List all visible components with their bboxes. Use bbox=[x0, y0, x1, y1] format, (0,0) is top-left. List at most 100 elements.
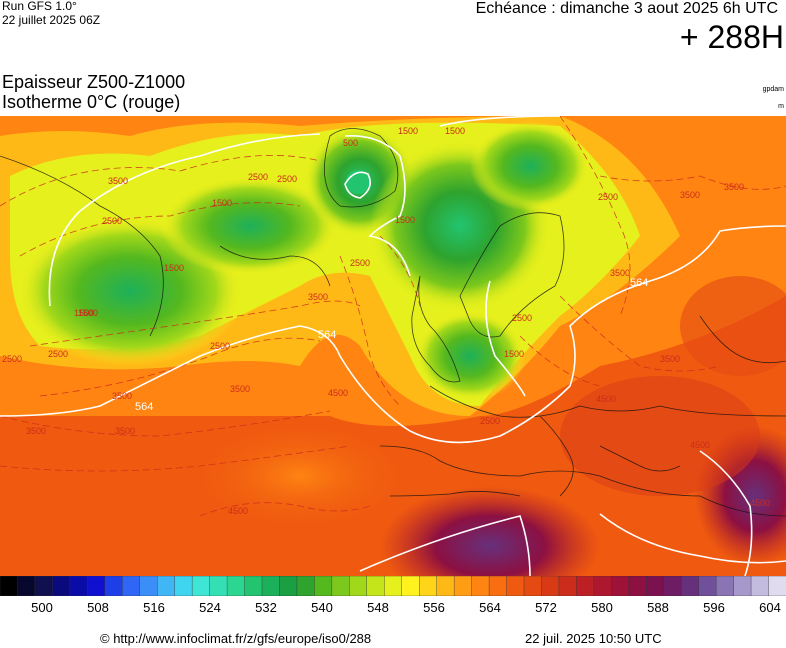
iso0-label: 4500 bbox=[596, 394, 616, 404]
colorbar-swatch bbox=[52, 576, 71, 596]
iso0-label: 1500 bbox=[398, 126, 418, 136]
colorbar-tick-label: 548 bbox=[367, 600, 389, 615]
colorbar-swatch bbox=[733, 576, 752, 596]
iso0-label: 4500 bbox=[690, 440, 710, 450]
colorbar-swatch bbox=[191, 576, 211, 596]
colorbar-tick-label: 508 bbox=[87, 600, 109, 615]
colorbar-tick-label: 604 bbox=[759, 600, 781, 615]
iso0-label: 4500 bbox=[228, 506, 248, 516]
colorbar-swatch bbox=[593, 576, 613, 596]
colorbar-swatch bbox=[261, 576, 281, 596]
colorbar-swatch bbox=[541, 576, 560, 596]
iso0-label: 500 bbox=[343, 138, 358, 148]
iso0-label: 3500 bbox=[724, 182, 744, 192]
colorbar-swatch bbox=[628, 576, 648, 596]
colorbar-swatch bbox=[681, 576, 700, 596]
colorbar-swatch bbox=[523, 576, 543, 596]
thickness-564-contours bbox=[0, 116, 786, 576]
colorbar-swatch bbox=[488, 576, 508, 596]
colorbar-swatch bbox=[453, 576, 473, 596]
iso0-label: 2500 bbox=[598, 192, 618, 202]
iso0-label: 3500 bbox=[610, 268, 630, 278]
thickness-labels: 564 564 564 bbox=[135, 277, 648, 413]
forecast-hour: + 288H bbox=[679, 19, 784, 55]
colorbar-swatch bbox=[558, 576, 578, 596]
forecast-map: 564 564 564 500 1500 1500 1500 2500 3500… bbox=[0, 116, 786, 576]
colorbar-swatch bbox=[139, 576, 158, 596]
colorbar-tick-label: 572 bbox=[535, 600, 557, 615]
colorbar-swatch bbox=[384, 576, 403, 596]
colorbar-tick-label: 556 bbox=[423, 600, 445, 615]
colorbar-swatch bbox=[715, 576, 735, 596]
parameter-title: Epaisseur Z500-Z1000 bbox=[2, 72, 186, 92]
iso0-label: 1500 bbox=[212, 198, 232, 208]
iso0-label: 3500 bbox=[112, 391, 132, 401]
colorbar-swatch bbox=[576, 576, 595, 596]
colorbar-swatch bbox=[436, 576, 455, 596]
colorbar-ticks: 500 508 516 524 532 540 548 556 564 572 580 588 596 6… bbox=[0, 600, 786, 616]
thickness-label: 564 bbox=[630, 277, 648, 289]
iso0-label: 1500 bbox=[78, 308, 98, 318]
colorbar-swatch bbox=[646, 576, 665, 596]
colorbar bbox=[0, 576, 786, 596]
thickness-label: 564 bbox=[135, 401, 153, 413]
iso0-label: 3500 bbox=[680, 190, 700, 200]
iso0-unit: m bbox=[778, 103, 784, 110]
coastlines bbox=[0, 128, 786, 517]
colorbar-swatch bbox=[156, 576, 176, 596]
colorbar-tick-label: 532 bbox=[255, 600, 277, 615]
iso0-contours bbox=[0, 116, 786, 517]
colorbar-tick-label: 596 bbox=[703, 600, 725, 615]
colorbar-swatch bbox=[768, 576, 786, 596]
colorbar-swatch bbox=[0, 576, 19, 596]
colorbar-swatch bbox=[122, 576, 141, 596]
colorbar-tick-label: 524 bbox=[199, 600, 221, 615]
iso0-label: 3500 bbox=[308, 292, 328, 302]
colorbar-swatch bbox=[226, 576, 246, 596]
colorbar-swatch bbox=[419, 576, 438, 596]
iso0-label: 3500 bbox=[115, 426, 135, 436]
iso0-label: 2500 bbox=[2, 354, 22, 364]
credit-url: © http://www.infoclimat.fr/z/gfs/europe/… bbox=[100, 631, 372, 646]
thickness-field bbox=[0, 116, 786, 576]
iso0-label: 2500 bbox=[480, 416, 500, 426]
colorbar-swatch bbox=[69, 576, 89, 596]
colorbar-swatch bbox=[279, 576, 298, 596]
colorbar-swatch bbox=[698, 576, 717, 596]
colorbar-tick-label: 500 bbox=[31, 600, 53, 615]
iso0-label: 3500 bbox=[660, 354, 680, 364]
colorbar-swatch bbox=[296, 576, 316, 596]
iso0-label: 4500 bbox=[750, 498, 770, 508]
iso0-label: 2500 bbox=[248, 172, 268, 182]
colorbar-swatch bbox=[314, 576, 333, 596]
colorbar-swatch bbox=[104, 576, 124, 596]
iso0-labels: 500 1500 1500 1500 2500 3500 2500 1500 1… bbox=[2, 126, 770, 516]
iso0-label: 3500 bbox=[230, 384, 250, 394]
colorbar-swatch bbox=[331, 576, 351, 596]
iso0-label: 3500 bbox=[26, 426, 46, 436]
colorbar-swatch bbox=[471, 576, 490, 596]
iso0-label: 1500 bbox=[74, 308, 94, 318]
colorbar-swatch bbox=[366, 576, 386, 596]
colorbar-swatch bbox=[17, 576, 36, 596]
colorbar-swatch bbox=[611, 576, 630, 596]
colorbar-swatch bbox=[34, 576, 54, 596]
generated-timestamp: 22 juil. 2025 10:50 UTC bbox=[525, 631, 662, 646]
colorbar-swatch bbox=[750, 576, 770, 596]
iso0-label: 2500 bbox=[48, 349, 68, 359]
iso0-label: 3500 bbox=[108, 176, 128, 186]
iso0-label: 2500 bbox=[350, 258, 370, 268]
iso0-label: 1500 bbox=[445, 126, 465, 136]
iso0-label: 4500 bbox=[328, 388, 348, 398]
thickness-unit: gpdam bbox=[762, 86, 784, 93]
run-date: 22 juillet 2025 06Z bbox=[2, 13, 101, 27]
colorbar-tick-label: 588 bbox=[647, 600, 669, 615]
iso0-label: 2500 bbox=[102, 216, 122, 226]
parameter-subtitle: Isotherme 0°C (rouge) bbox=[2, 92, 181, 112]
colorbar-swatch bbox=[87, 576, 106, 596]
iso0-label: 2500 bbox=[277, 174, 297, 184]
run-title: Run GFS 1.0° bbox=[2, 0, 77, 13]
colorbar-swatch bbox=[349, 576, 368, 596]
colorbar-tick-label: 516 bbox=[143, 600, 165, 615]
colorbar-swatch bbox=[506, 576, 525, 596]
